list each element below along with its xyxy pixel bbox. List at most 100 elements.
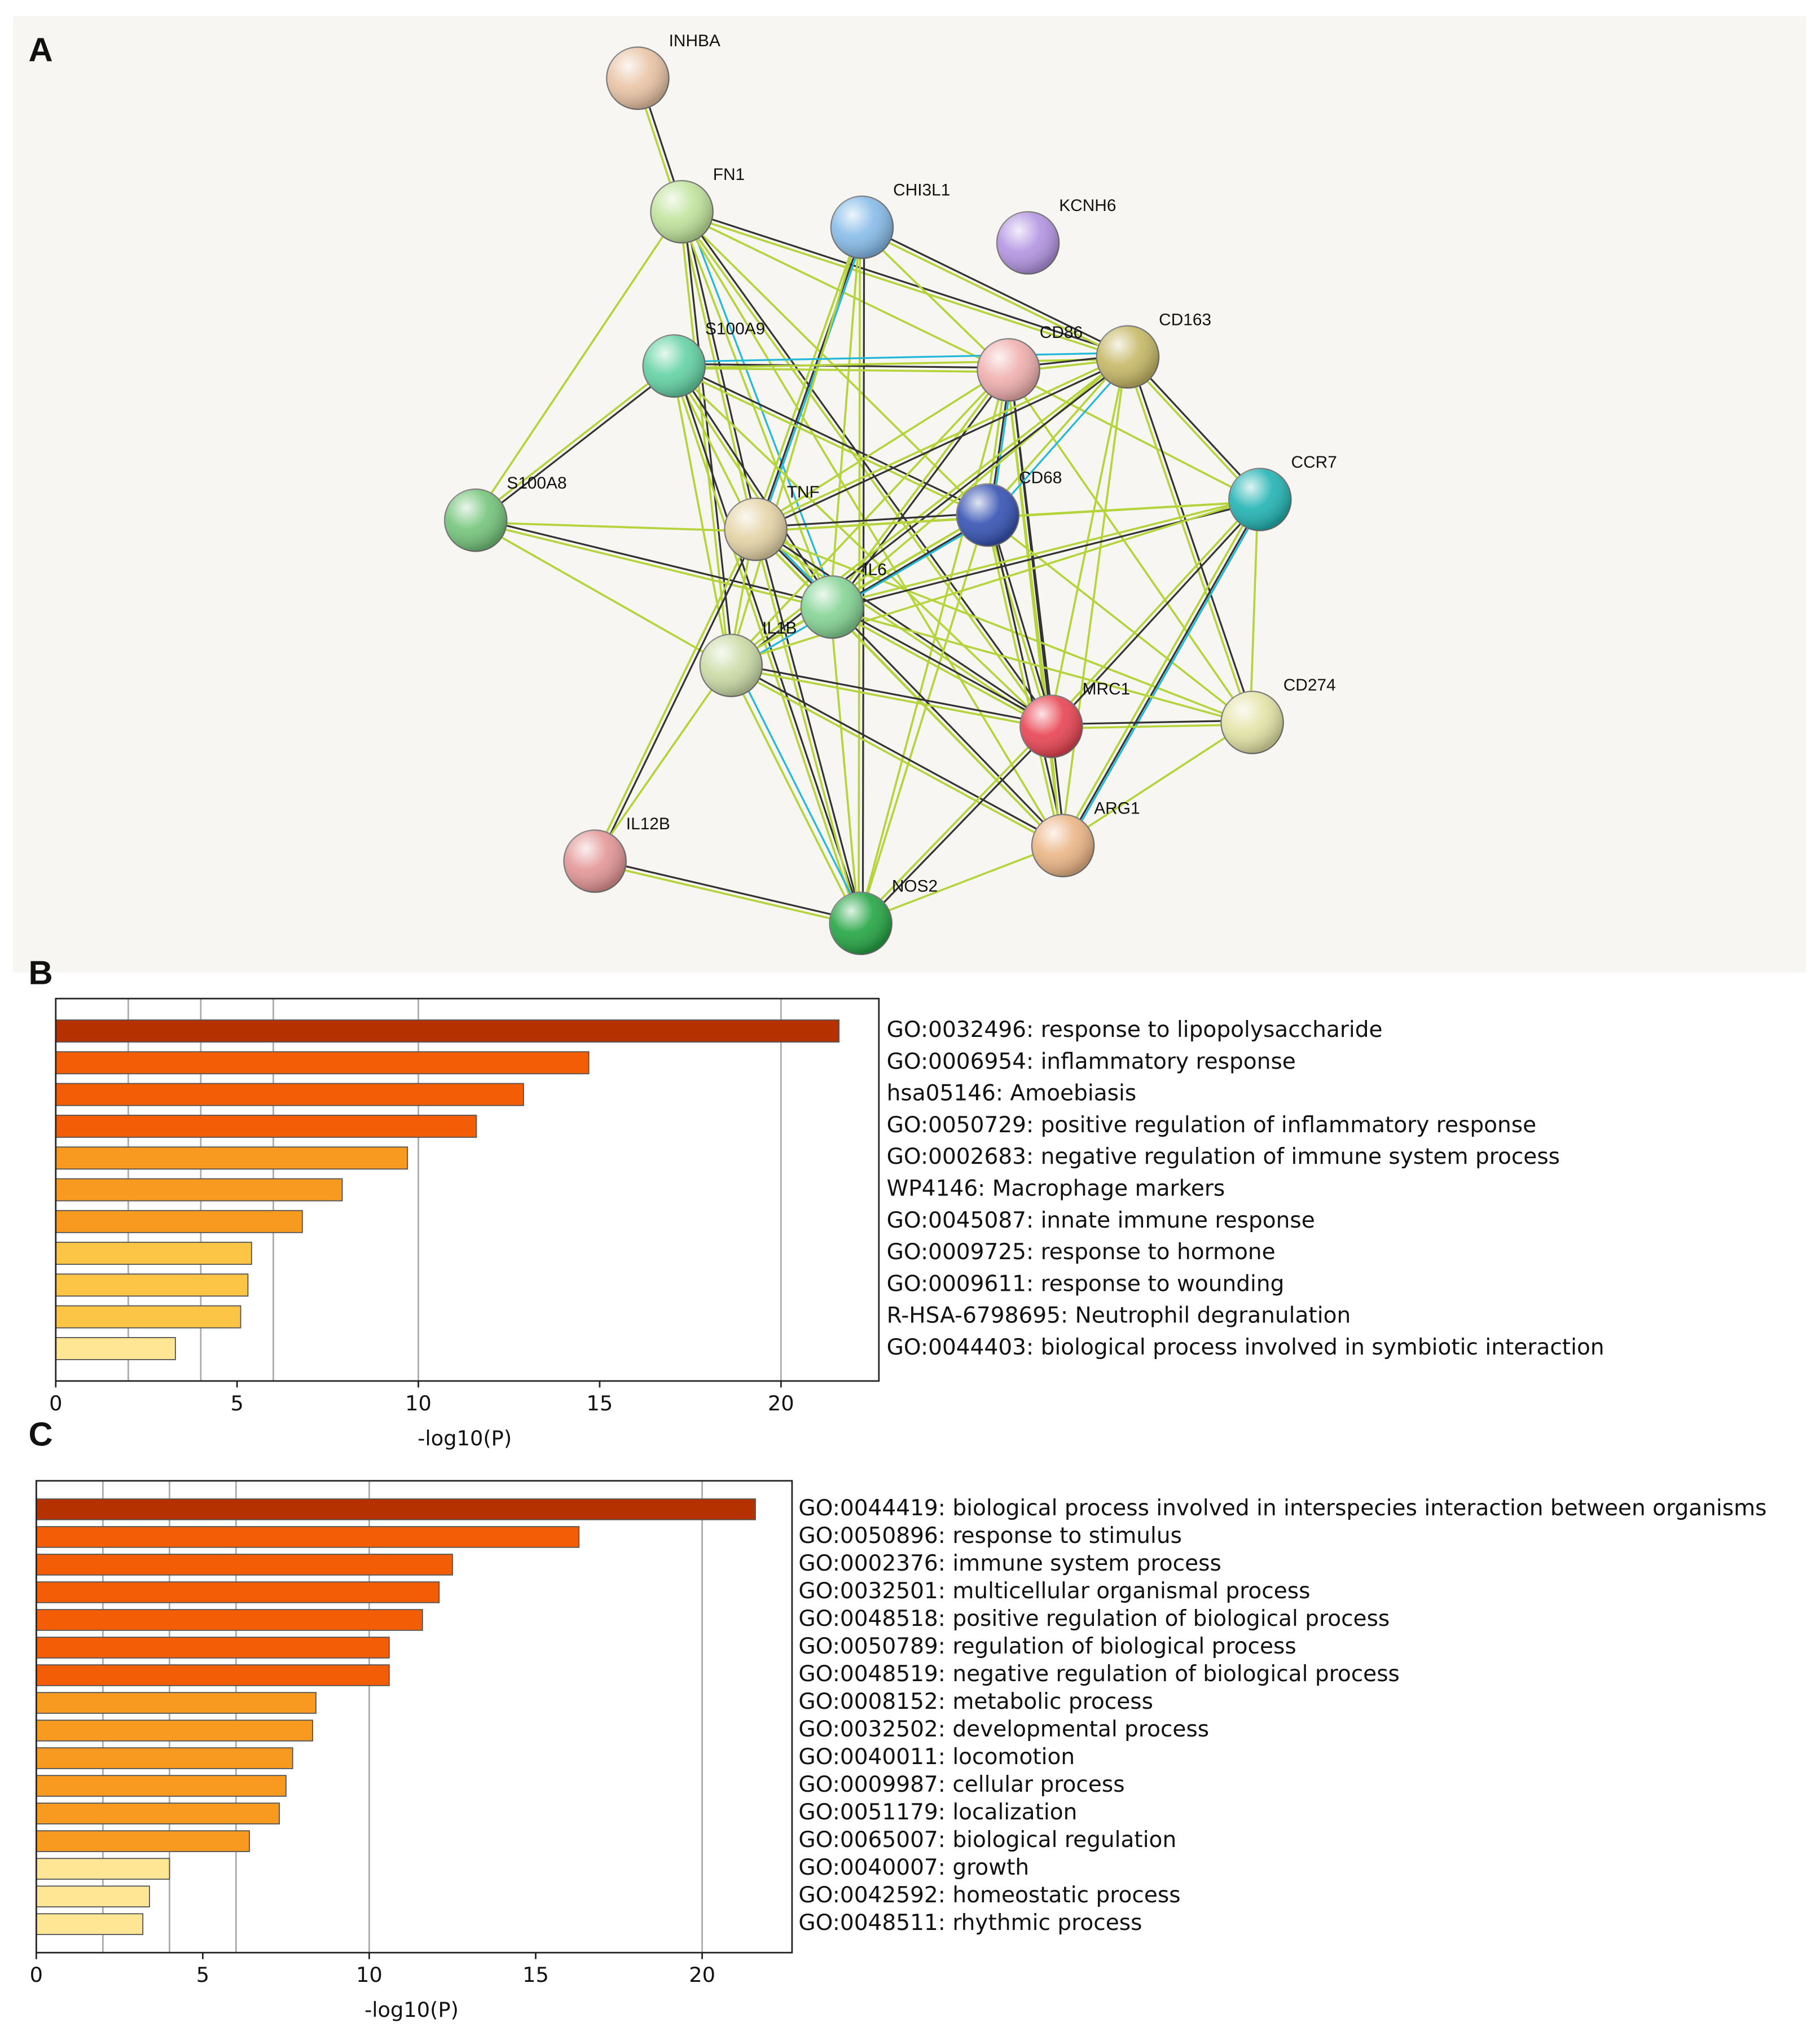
category-label: GO:0044403: biological process involved … <box>887 1335 1604 1360</box>
node-label: CD68 <box>1019 469 1062 487</box>
edge <box>473 210 682 520</box>
edge <box>674 363 990 515</box>
bar <box>55 1019 840 1043</box>
node-label: CHI3L1 <box>893 181 950 199</box>
node-shine <box>445 489 507 552</box>
edge <box>754 367 1008 529</box>
bar <box>36 1692 316 1714</box>
edge <box>679 212 1050 728</box>
bar <box>55 1178 343 1202</box>
edge <box>729 354 1127 665</box>
bar <box>55 1114 477 1138</box>
node-shine <box>1229 468 1291 531</box>
plot-area <box>36 1480 792 1953</box>
edge <box>830 354 1127 606</box>
node-shine <box>801 576 864 639</box>
x-tick-label: 0 <box>30 1963 43 1987</box>
panel-label: B <box>29 953 53 991</box>
bar <box>55 1051 590 1075</box>
edge <box>473 363 674 520</box>
node-label: KCNH6 <box>1059 196 1116 215</box>
category-label: GO:0032496: response to lipopolysacchari… <box>887 1017 1383 1043</box>
x-tick-label: 5 <box>196 1963 209 1987</box>
edge <box>757 227 865 531</box>
edge <box>858 369 1008 924</box>
edge <box>671 366 860 925</box>
edge <box>679 212 731 666</box>
category-label: GO:0042592: homeostatic process <box>798 1883 1180 1908</box>
edge <box>829 607 860 924</box>
category-label: GO:0009611: response to wounding <box>887 1271 1285 1296</box>
edge <box>833 604 1053 726</box>
edge <box>858 724 1051 923</box>
bar <box>36 1581 440 1603</box>
edge <box>592 663 731 861</box>
edge <box>988 514 1054 726</box>
bar <box>36 1802 280 1824</box>
edge <box>595 858 861 922</box>
edge <box>757 528 864 924</box>
edge <box>474 521 731 669</box>
node-shine <box>643 335 705 397</box>
bar <box>36 1664 390 1686</box>
edge <box>862 225 1129 356</box>
bar <box>55 1305 241 1329</box>
edge <box>672 367 1051 729</box>
node-label: TNF <box>787 483 820 502</box>
network-background <box>12 16 1806 973</box>
x-axis-label: -log10(P) <box>364 1998 459 2022</box>
edge <box>671 366 832 609</box>
x-tick-label: 20 <box>768 1391 794 1415</box>
edge <box>680 213 1128 360</box>
node-shine <box>606 47 669 109</box>
bar <box>55 1083 524 1106</box>
node-shine <box>996 212 1060 274</box>
node-label: IL12B <box>626 815 670 833</box>
edge <box>672 367 988 518</box>
category-label: GO:0002683: negative regulation of immun… <box>887 1144 1560 1169</box>
panel-label: C <box>29 1415 53 1453</box>
bar <box>55 1242 252 1265</box>
node-label: MRC1 <box>1083 680 1131 698</box>
edge <box>592 527 755 861</box>
node-shine <box>830 196 894 259</box>
edge <box>833 605 1065 845</box>
node-label: NOS2 <box>892 877 938 895</box>
category-label: GO:0048518: positive regulation of biolo… <box>798 1606 1390 1632</box>
edge <box>753 529 860 925</box>
bar <box>36 1830 250 1852</box>
bar <box>36 1609 423 1631</box>
edge <box>474 521 832 610</box>
bar <box>36 1775 287 1797</box>
edge <box>1249 499 1259 723</box>
edge <box>987 500 1260 518</box>
x-tick-label: 10 <box>405 1391 432 1415</box>
node-label: S100A8 <box>507 474 566 493</box>
bar <box>36 1747 293 1769</box>
panel-label: A <box>29 31 53 69</box>
edge <box>1063 500 1263 847</box>
category-label: GO:0044419: biological process involved … <box>798 1496 1766 1521</box>
edge <box>730 666 1052 729</box>
edge <box>1125 357 1260 502</box>
category-label: R-HSA-6798695: Neutrophil degranulation <box>887 1303 1351 1329</box>
edge <box>729 666 1063 848</box>
category-label: GO:0008152: metabolic process <box>798 1689 1153 1714</box>
node-label: IL6 <box>863 561 887 579</box>
category-label: GO:0009987: cellular process <box>798 1772 1124 1797</box>
bar <box>36 1498 756 1520</box>
x-tick-label: 10 <box>356 1963 383 1987</box>
edge <box>674 363 1009 369</box>
bar <box>55 1273 249 1297</box>
category-label: GO:0050789: regulation of biological pro… <box>798 1634 1296 1659</box>
bar <box>36 1554 453 1576</box>
node-shine <box>956 483 1019 547</box>
x-tick-label: 15 <box>587 1391 613 1415</box>
bar <box>55 1146 408 1170</box>
category-label: GO:0002376: immune system process <box>798 1551 1221 1576</box>
edge <box>986 516 1252 726</box>
edge <box>596 530 759 863</box>
category-label: GO:0051179: localization <box>798 1800 1077 1825</box>
